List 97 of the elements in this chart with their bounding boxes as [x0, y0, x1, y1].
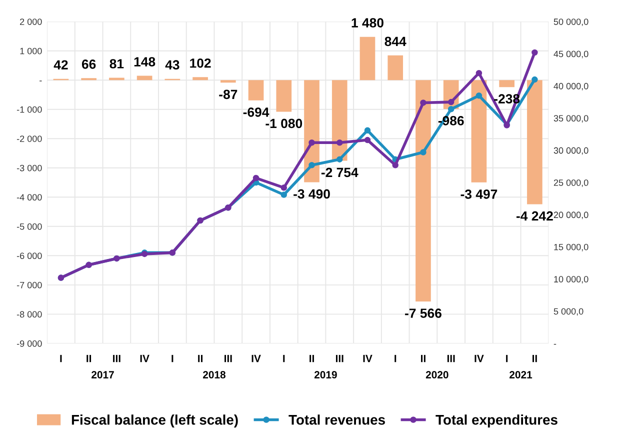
x-tick-label: IV — [363, 354, 372, 362]
y-tick-label: -4 000 — [16, 194, 42, 201]
y2-tick-label: 40 000,0 — [554, 82, 588, 90]
bar — [416, 80, 431, 302]
x-tick-label: I — [283, 354, 285, 362]
bar — [276, 80, 292, 112]
data-label: -7 566 — [405, 308, 442, 318]
point — [308, 139, 315, 146]
point — [448, 98, 454, 106]
point — [392, 162, 398, 168]
point — [280, 192, 288, 198]
point — [308, 162, 315, 168]
y-tick-label: - — [40, 80, 42, 82]
bar — [332, 80, 348, 161]
legend-label: Fiscal balance (left scale) — [72, 414, 238, 428]
point — [420, 149, 426, 156]
point — [336, 156, 343, 162]
y-tick-label: 1 000 — [20, 48, 42, 54]
y2-tick-label: 15 000,0 — [554, 244, 588, 252]
point — [364, 127, 371, 134]
bar — [499, 80, 514, 88]
x-tick-label: I — [172, 354, 174, 362]
text: 2018 — [203, 371, 226, 378]
data-label: 43 — [165, 60, 180, 70]
bar — [248, 80, 264, 100]
data-label: -1 080 — [266, 118, 302, 128]
text: 2020 — [426, 371, 448, 378]
data-label: 148 — [134, 57, 156, 66]
text: 2019 — [314, 371, 337, 378]
data-label: -694 — [243, 107, 270, 117]
point — [532, 49, 538, 56]
y2-tick-label: 30 000,0 — [554, 147, 588, 155]
x-tick-label: II — [86, 354, 92, 362]
y2-tick-label: 10 000,0 — [554, 276, 588, 284]
y-tick-label: -5 000 — [16, 223, 42, 230]
legend-label: Total revenues — [288, 414, 385, 425]
point — [280, 184, 288, 191]
bar — [136, 76, 152, 80]
y2-tick-label: 5 000,0 — [554, 308, 584, 316]
y-tick-label: -3 000 — [16, 164, 42, 172]
bar — [527, 80, 542, 204]
y-tick-label: -9 000 — [16, 340, 42, 347]
y2-tick-label: 25 000,0 — [554, 179, 588, 187]
data-label: 1 480 — [352, 18, 384, 28]
y2-tick-label: - — [554, 344, 556, 345]
bar — [471, 80, 487, 182]
y-tick-label: 2 000 — [20, 18, 42, 25]
x-tick-label: IV — [474, 354, 484, 362]
point — [336, 139, 343, 146]
bar — [304, 80, 320, 182]
data-label: 81 — [110, 59, 124, 68]
point — [532, 76, 538, 83]
x-tick-label: II — [198, 354, 202, 362]
bar — [220, 80, 236, 83]
y-tick-label: -8 000 — [16, 311, 42, 318]
x-tick-label: I — [60, 354, 62, 362]
x-tick-label: I — [506, 354, 508, 362]
bar — [360, 36, 376, 80]
data-label: -3 490 — [294, 189, 330, 199]
point — [252, 174, 260, 182]
point — [448, 106, 454, 112]
data-label: -4 242 — [516, 211, 553, 221]
data-label: 102 — [190, 58, 211, 68]
x-tick-label: II — [421, 354, 426, 362]
y2-tick-label: 50 000,0 — [554, 18, 588, 26]
y2-tick-label: 45 000,0 — [554, 50, 588, 58]
y2-tick-label: 20 000,0 — [554, 212, 588, 220]
x-tick-label: IV — [140, 354, 150, 362]
bar — [192, 77, 208, 80]
point — [364, 136, 371, 144]
point — [476, 92, 482, 99]
x-tick-label: III — [447, 354, 455, 362]
x-tick-label: II — [532, 354, 537, 362]
data-label: -87 — [219, 90, 238, 100]
data-label: 66 — [82, 60, 96, 69]
legend-label: Total expenditures — [436, 414, 558, 428]
bar — [388, 55, 404, 80]
text: 2017 — [92, 371, 114, 378]
point — [420, 100, 426, 106]
x-tick-label: III — [113, 354, 120, 362]
y-tick-label: -2 000 — [16, 136, 42, 142]
data-label: -3 497 — [460, 190, 498, 199]
x-tick-label: II — [310, 354, 314, 362]
data-label: 42 — [54, 60, 68, 70]
y-tick-label: -1 000 — [16, 106, 42, 113]
bar — [109, 78, 124, 80]
x-tick-label: III — [224, 354, 232, 362]
text: 2021 — [510, 371, 532, 378]
data-label: 844 — [384, 36, 406, 46]
y2-tick-label: 35 000,0 — [554, 115, 588, 123]
data-label: -2 754 — [321, 168, 358, 178]
x-tick-label: IV — [252, 354, 261, 362]
y-tick-label: -6 000 — [16, 252, 42, 260]
y-tick-label: -7 000 — [16, 282, 42, 288]
x-tick-label: I — [394, 354, 396, 362]
x-tick-label: III — [336, 354, 344, 362]
point — [476, 70, 482, 76]
